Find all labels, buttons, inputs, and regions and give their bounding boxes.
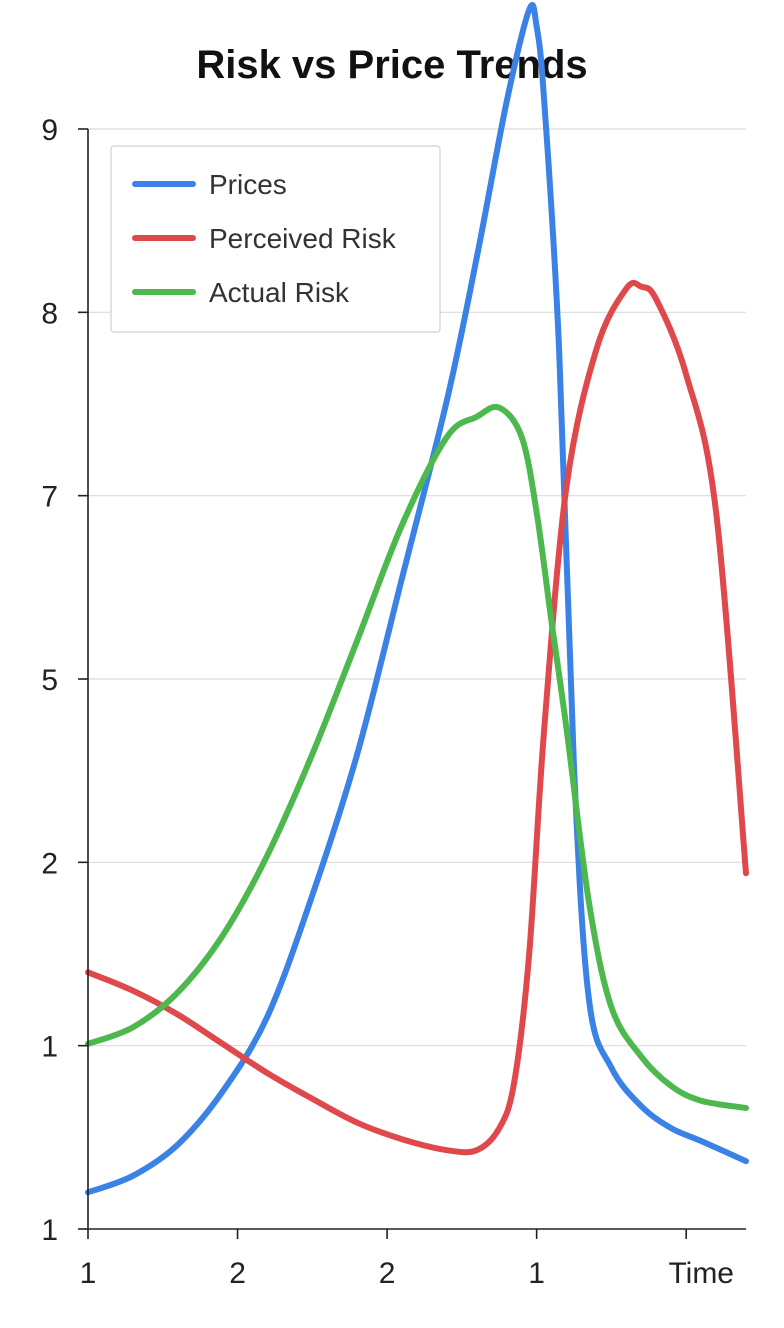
x-tick-label: 1 xyxy=(528,1257,545,1290)
series-line-perceived-risk xyxy=(85,279,749,1156)
x-tick-label: 2 xyxy=(229,1257,246,1290)
y-tick-label: 1 xyxy=(41,1031,58,1064)
legend: Prices Perceived Risk Actual Risk xyxy=(110,145,441,333)
legend-label-prices: Prices xyxy=(209,169,287,200)
y-tick-label: 1 xyxy=(41,1214,58,1247)
x-tick-label: 1 xyxy=(80,1257,97,1290)
x-tick-label: 2 xyxy=(379,1257,396,1290)
legend-label-perceived-risk: Perceived Risk xyxy=(209,223,397,254)
y-tick-label: 5 xyxy=(41,664,58,697)
legend-box xyxy=(110,145,441,333)
legend-label-actual-risk: Actual Risk xyxy=(209,277,350,308)
axes xyxy=(78,128,746,1239)
series-line-actual-risk xyxy=(85,403,749,1111)
y-tick-label: 2 xyxy=(41,847,58,880)
series-layer xyxy=(85,2,749,1196)
x-axis-label: Time xyxy=(668,1257,734,1290)
y-tick-label: 9 xyxy=(41,114,58,147)
chart-title: Risk vs Price Trends xyxy=(196,43,587,87)
y-tick-label: 8 xyxy=(41,297,58,330)
y-tick-label: 7 xyxy=(41,481,58,514)
series-line-prices xyxy=(85,2,749,1196)
